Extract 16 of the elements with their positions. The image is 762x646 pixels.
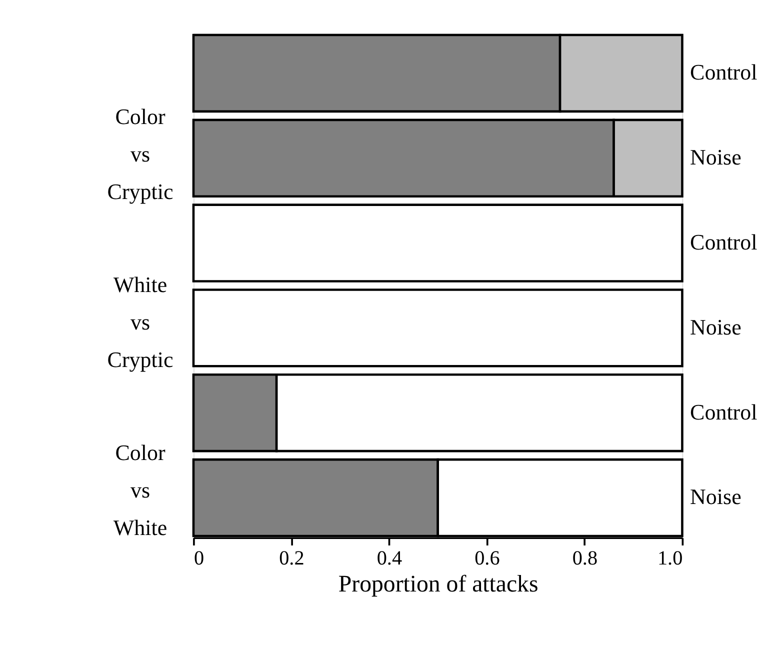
y-tick-label: Control [690,229,758,254]
y-tick-label: Control [690,60,758,85]
x-tick-label: 0.4 [376,548,402,570]
x-axis-title: Proportion of attacks [338,571,538,598]
text: White vs Cryptic [107,272,174,372]
x-tick-label: 0.8 [572,548,598,570]
text: Color vs White [113,440,168,540]
x-tick-label: 0 [194,548,204,570]
y-tick-label: Control [690,399,758,424]
y-tick-label: Noise [690,144,742,170]
x-tick-label: 0.6 [474,548,500,570]
x-tick-label: 0.2 [279,548,304,570]
x-tick-label: 1.0 [657,548,683,570]
text: Color vs Cryptic [107,104,174,204]
y-tick-label: Noise [690,484,742,510]
y-tick-label: Noise [690,314,742,340]
